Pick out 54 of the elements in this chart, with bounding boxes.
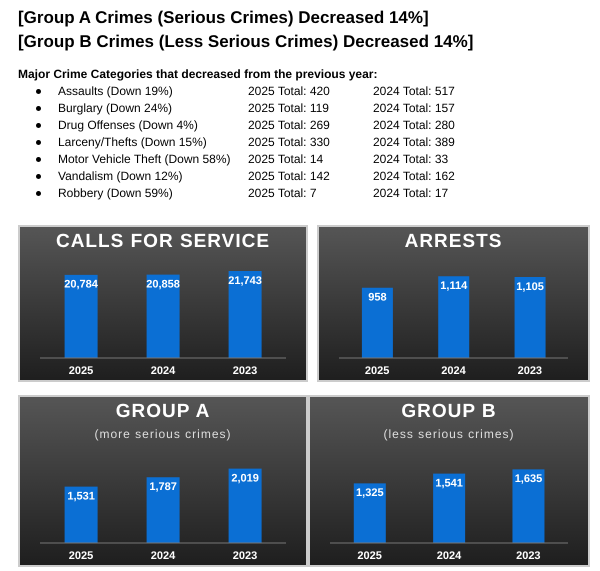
x-tick-label: 2023 [232, 550, 258, 562]
chart-title: CALLS FOR SERVICE [54, 231, 272, 253]
x-tick-label: 2025 [68, 550, 94, 562]
x-tick-label: 2023 [516, 550, 541, 562]
text: Motor Vehicle Theft (Down 58%) [58, 151, 232, 168]
data-label: 2,019 [231, 472, 259, 484]
text: 2024 Total: 17 [373, 185, 450, 202]
chart-title: ARRESTS [404, 231, 504, 253]
text: Drug Offenses (Down 4%) [58, 117, 199, 134]
data-label: 1,541 [435, 477, 463, 490]
data-label: 1,325 [356, 487, 384, 500]
text: 2024 Total: 389 [373, 134, 456, 151]
text: [Group B Crimes (Less Serious Crimes) Decreased 14%] [18, 31, 474, 53]
x-tick-label: 2025 [68, 364, 94, 377]
text: Larceny/Thefts (Down 15%) [58, 134, 208, 151]
chart-title: GROUP B [400, 401, 498, 423]
text: 2024 Total: 33 [373, 151, 450, 168]
data-label: 1,114 [440, 280, 468, 292]
data-label: 20,784 [64, 278, 99, 291]
x-tick-label: 2024 [436, 550, 462, 562]
chart-title: GROUP A [114, 401, 212, 423]
text: 2025 Total: 330 [248, 134, 331, 151]
data-label: 958 [368, 292, 387, 304]
text: Vandalism (Down 12%) [58, 168, 184, 185]
text: 2025 Total: 420 [248, 83, 331, 100]
text: 2024 Total: 157 [373, 100, 456, 117]
text: 2025 Total: 269 [248, 117, 331, 134]
data-label: 21,743 [228, 274, 262, 287]
text: 2025 Total: 119 [248, 100, 330, 117]
text: 2024 Total: 162 [373, 168, 456, 185]
x-tick-label: 2023 [232, 364, 258, 377]
text: Major Crime Categories that decreased from the previous year: [18, 66, 378, 83]
data-label: 1,105 [516, 280, 544, 293]
text: [Group A Crimes (Serious Crimes) Decreased 14%] [18, 7, 430, 29]
text: Assaults (Down 19%) [58, 83, 174, 100]
text: 2025 Total: 7 [248, 185, 318, 202]
x-tick-label: 2024 [150, 364, 176, 377]
text: 2024 Total: 280 [373, 117, 456, 134]
text: Robbery (Down 59%) [58, 185, 174, 202]
text: 2025 Total: 14 [248, 151, 324, 168]
x-tick-label: 2024 [150, 550, 176, 562]
chart-subtitle: (more serious crimes) [93, 427, 232, 441]
text: 2025 Total: 142 [248, 168, 331, 185]
data-label: 1,531 [67, 490, 95, 502]
text: Burglary (Down 24%) [58, 100, 174, 117]
x-tick-label: 2025 [357, 550, 382, 562]
chart-subtitle: (less serious crimes) [382, 427, 516, 441]
data-label: 1,635 [514, 473, 542, 486]
x-tick-label: 2025 [364, 364, 390, 377]
data-label: 20,858 [146, 278, 180, 290]
x-tick-label: 2024 [441, 364, 467, 377]
data-label: 1,787 [149, 481, 177, 494]
x-tick-label: 2023 [518, 364, 542, 377]
text: 2024 Total: 517 [373, 83, 456, 100]
